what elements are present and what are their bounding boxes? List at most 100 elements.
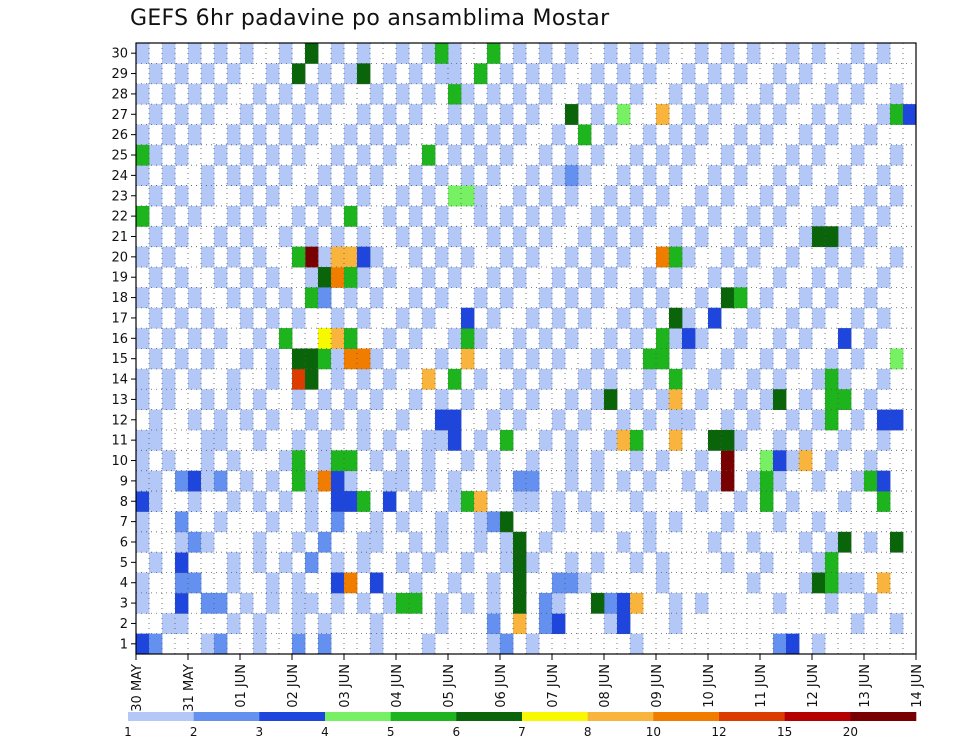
- heatmap-cell: [409, 573, 422, 594]
- y-tick-label: 29: [111, 67, 128, 82]
- heatmap-cell: [357, 369, 370, 390]
- heatmap-cell: [617, 247, 630, 268]
- heatmap-cell: [591, 247, 604, 268]
- heatmap-cell: [643, 410, 656, 431]
- heatmap-cell: [682, 349, 695, 370]
- heatmap-cell: [812, 104, 825, 125]
- heatmap-cell: [344, 349, 357, 370]
- heatmap-cell: [734, 165, 747, 186]
- heatmap-cell: [773, 369, 786, 390]
- heatmap-cell: [409, 63, 422, 84]
- heatmap-cell: [357, 63, 370, 84]
- x-tick-label: 02 JUN: [286, 664, 301, 708]
- heatmap-cell: [604, 430, 617, 451]
- heatmap-cell: [565, 247, 578, 268]
- heatmap-cell: [370, 634, 383, 655]
- heatmap-cell: [721, 84, 734, 105]
- heatmap-cell: [175, 573, 188, 594]
- heatmap-cell: [396, 226, 409, 247]
- heatmap-cell: [877, 430, 890, 451]
- heatmap-cell: [877, 165, 890, 186]
- heatmap-cell: [669, 267, 682, 288]
- heatmap-cell: [630, 593, 643, 614]
- heatmap-cell: [812, 511, 825, 532]
- heatmap-cell: [500, 104, 513, 125]
- heatmap-cell: [383, 145, 396, 166]
- heatmap-cell: [851, 43, 864, 64]
- heatmap-cell: [383, 63, 396, 84]
- heatmap-cell: [734, 389, 747, 410]
- heatmap-cell: [539, 430, 552, 451]
- heatmap-cell: [240, 308, 253, 329]
- heatmap-cell: [591, 145, 604, 166]
- heatmap-cell: [175, 613, 188, 634]
- heatmap-cell: [162, 613, 175, 634]
- x-tick-label: 09 JUN: [650, 664, 665, 708]
- heatmap-cell: [201, 186, 214, 207]
- heatmap-cell: [331, 593, 344, 614]
- legend-label: 20: [843, 725, 858, 739]
- heatmap-cell: [448, 84, 461, 105]
- heatmap-cell: [305, 349, 318, 370]
- heatmap-cell: [370, 450, 383, 471]
- heatmap-cell: [344, 206, 357, 227]
- heatmap-cell: [422, 308, 435, 329]
- heatmap-cell: [799, 63, 812, 84]
- heatmap-cell: [448, 267, 461, 288]
- x-tick-label: 30 MAY: [130, 664, 145, 712]
- heatmap-cell: [877, 308, 890, 329]
- heatmap-cell: [136, 471, 149, 492]
- heatmap-cell: [344, 491, 357, 512]
- y-tick-label: 22: [111, 210, 128, 225]
- heatmap-cell: [383, 104, 396, 125]
- heatmap-cell: [136, 145, 149, 166]
- heatmap-cell: [292, 145, 305, 166]
- heatmap-cell: [630, 43, 643, 64]
- heatmap-cell: [786, 349, 799, 370]
- heatmap-cell: [760, 226, 773, 247]
- heatmap-cell: [357, 593, 370, 614]
- heatmap-cell: [188, 532, 201, 553]
- heatmap-cell: [500, 63, 513, 84]
- legend-label: 1: [124, 725, 132, 739]
- heatmap-cell: [279, 450, 292, 471]
- heatmap-cell: [695, 593, 708, 614]
- heatmap-cell: [786, 186, 799, 207]
- heatmap-cell: [266, 104, 279, 125]
- heatmap-cell: [136, 287, 149, 308]
- legend-label: 15: [777, 725, 792, 739]
- heatmap-cell: [227, 573, 240, 594]
- y-tick-label: 26: [111, 128, 128, 143]
- heatmap-cell: [422, 84, 435, 105]
- heatmap-cell: [461, 247, 474, 268]
- heatmap-cell: [461, 491, 474, 512]
- heatmap-cell: [656, 43, 669, 64]
- heatmap-cell: [487, 410, 500, 431]
- heatmap-cell: [851, 349, 864, 370]
- heatmap-cell: [201, 532, 214, 553]
- heatmap-cell: [513, 532, 526, 553]
- heatmap-cell: [565, 552, 578, 573]
- heatmap-cell: [435, 613, 448, 634]
- heatmap-cell: [227, 491, 240, 512]
- heatmap-cell: [448, 186, 461, 207]
- heatmap-cell: [591, 63, 604, 84]
- heatmap-cell: [656, 450, 669, 471]
- y-tick-label: 6: [120, 535, 128, 550]
- heatmap-cell: [539, 328, 552, 349]
- heatmap-cell: [214, 471, 227, 492]
- heatmap-cell: [201, 389, 214, 410]
- heatmap-cell: [266, 63, 279, 84]
- y-tick-label: 18: [111, 291, 128, 306]
- heatmap-cell: [890, 410, 903, 431]
- legend-label: 10: [646, 725, 661, 739]
- heatmap-cell: [357, 267, 370, 288]
- heatmap-cell: [461, 124, 474, 145]
- heatmap-cell: [448, 410, 461, 431]
- heatmap-cell: [773, 389, 786, 410]
- x-tick-label: 04 JUN: [390, 664, 405, 708]
- heatmap-cell: [318, 63, 331, 84]
- heatmap-cell: [136, 247, 149, 268]
- heatmap-cell: [695, 186, 708, 207]
- heatmap-cell: [149, 471, 162, 492]
